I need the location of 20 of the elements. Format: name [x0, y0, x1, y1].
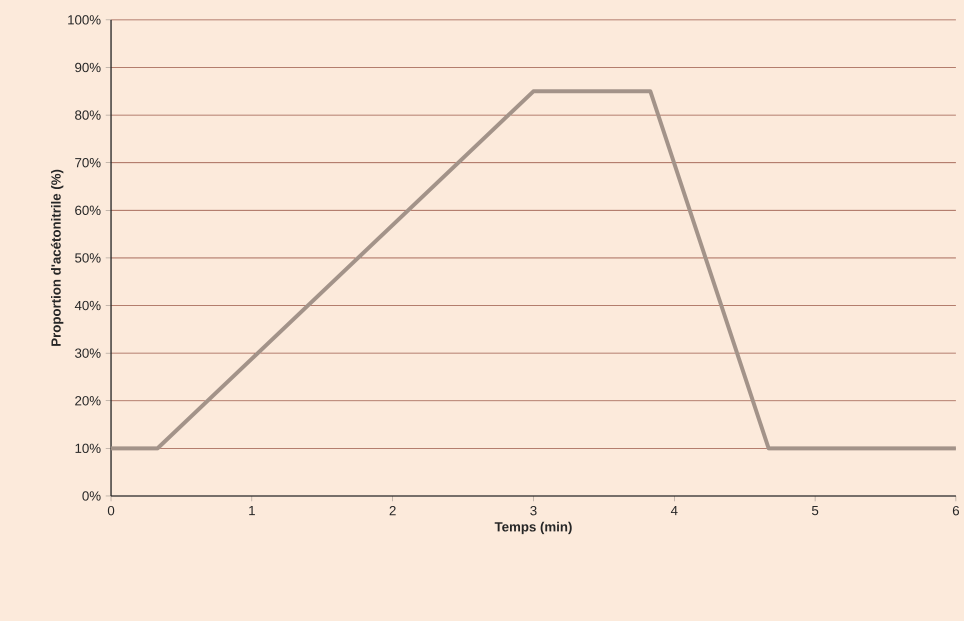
y-tick-label: 100% — [68, 15, 101, 24]
y-tick-label: 10% — [76, 444, 101, 453]
y-axis-title: Proportion d'acétonitrile (%) — [50, 170, 64, 346]
y-tick-label: 70% — [75, 158, 101, 168]
x-tick-label: 1 — [249, 506, 255, 515]
y-tick-label: 90% — [75, 62, 101, 72]
x-tick-label: 5 — [812, 506, 818, 516]
x-tick-label: 4 — [670, 506, 678, 515]
x-tick-label: 0 — [108, 506, 114, 516]
y-tick-label: 40% — [74, 300, 101, 310]
y-tick-label: 50% — [75, 253, 101, 263]
y-tick-label: 30% — [75, 348, 101, 358]
x-tick-label: 6 — [952, 506, 960, 516]
x-axis-title: Temps (min) — [494, 522, 572, 534]
x-tick-label: 3 — [530, 506, 537, 516]
y-tick-label: 80% — [75, 110, 101, 120]
y-tick-label: 60% — [75, 206, 101, 215]
y-tick-label: 0% — [82, 491, 101, 501]
x-tick-label: 2 — [390, 506, 396, 516]
y-tick-label: 20% — [75, 396, 101, 406]
